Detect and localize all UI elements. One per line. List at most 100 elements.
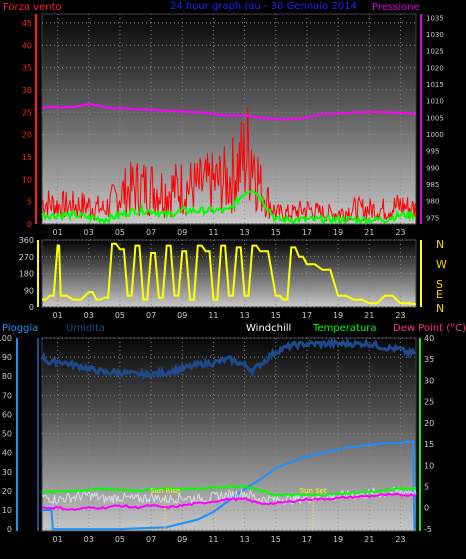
pressure-tick-label: 1035 — [426, 14, 444, 22]
compass-w: W — [436, 258, 447, 271]
x-tick-label: 13 — [239, 311, 249, 320]
rain-tick-label: 40 — [2, 449, 12, 458]
x-tick-label: 07 — [146, 535, 156, 544]
rain-tick-label: 0 — [7, 525, 12, 534]
temp-tick-label: 35 — [424, 355, 434, 364]
windchill-legend: Windchill — [246, 323, 291, 334]
wind-tick-label: 10 — [22, 175, 32, 184]
humidity-line — [40, 337, 416, 381]
x-tick-label: 23 — [395, 311, 405, 320]
compass-e: E — [436, 288, 443, 301]
x-tick-label: 13 — [239, 535, 249, 544]
x-tick-label: 07 — [146, 228, 156, 237]
x-tick-label: 17 — [302, 535, 312, 544]
x-tick-label: 03 — [84, 311, 94, 320]
pressure-axis-title: Pressione — [372, 2, 420, 13]
compass-s: S — [436, 278, 443, 291]
x-tick-label: 17 — [302, 228, 312, 237]
pressure-tick-label: 995 — [426, 148, 439, 156]
temp-tick-label: -5 — [424, 525, 432, 534]
wind-tick-label: 0 — [27, 220, 32, 229]
wind-gust-line — [41, 107, 417, 224]
x-tick-label: 01 — [52, 535, 62, 544]
x-tick-label: 07 — [146, 311, 156, 320]
wind-tick-label: 30 — [22, 86, 32, 95]
x-tick-label: 15 — [271, 535, 281, 544]
direction-tick-label: 90 — [24, 286, 34, 295]
wind-tick-label: 40 — [22, 41, 32, 50]
pressure-tick-label: 980 — [426, 198, 439, 206]
temp-tick-label: 25 — [424, 398, 434, 407]
x-tick-label: 11 — [208, 311, 218, 320]
x-tick-label: 01 — [52, 228, 62, 237]
plot-area-2 — [42, 338, 416, 531]
x-tick-label: 23 — [395, 228, 405, 237]
x-tick-label: 19 — [333, 311, 343, 320]
wind-axis-title: Forza vento — [3, 2, 62, 13]
pressure-line — [41, 103, 417, 121]
pressure-tick-label: 1015 — [426, 81, 444, 89]
x-tick-label: 13 — [239, 228, 249, 237]
x-tick-label: 03 — [84, 535, 94, 544]
pressure-tick-label: 1000 — [426, 131, 444, 139]
rain-tick-label: 30 — [2, 468, 12, 477]
wind-tick-label: 35 — [22, 64, 32, 73]
rain-axis-title: Pioggia — [2, 323, 38, 334]
direction-tick-label: 270 — [19, 253, 34, 262]
sun-rise-label: Sun Rise — [150, 487, 180, 495]
direction-tick-label: 360 — [19, 236, 34, 245]
temp-tick-label: 5 — [424, 482, 429, 491]
wind-tick-label: 20 — [22, 131, 32, 140]
rain-tick-label: 90 — [2, 353, 12, 362]
pressure-tick-label: 1005 — [426, 114, 444, 122]
direction-tick-label: 180 — [19, 270, 34, 279]
temperature-line — [41, 484, 417, 498]
x-tick-label: 19 — [333, 535, 343, 544]
x-tick-label: 19 — [333, 228, 343, 237]
x-tick-label: 09 — [177, 535, 187, 544]
rain-line — [42, 440, 416, 531]
humidity-legend: Umidita — [66, 323, 105, 334]
temperature-legend: Temperatura — [312, 323, 377, 334]
x-tick-label: 11 — [208, 535, 218, 544]
x-tick-label: 15 — [271, 311, 281, 320]
x-tick-label: 11 — [208, 228, 218, 237]
temp-tick-label: 40 — [424, 334, 434, 343]
pressure-tick-label: 1030 — [426, 31, 444, 39]
x-tick-label: 21 — [364, 311, 374, 320]
temp-tick-label: 30 — [424, 376, 434, 385]
temp-tick-label: 0 — [424, 504, 429, 513]
wind-average-line — [41, 189, 416, 226]
dew-point-legend: Dew Point (°C) — [393, 323, 466, 334]
temp-tick-label: 20 — [424, 419, 434, 428]
rain-tick-label: 70 — [2, 391, 12, 400]
pressure-tick-label: 990 — [426, 164, 439, 172]
temp-tick-label: 10 — [424, 461, 434, 470]
wind-tick-label: 15 — [22, 153, 32, 162]
graph-title: 24 hour graph (au - 30 Gennaio 2014 — [170, 1, 357, 12]
pressure-tick-label: 985 — [426, 181, 439, 189]
x-tick-label: 09 — [177, 311, 187, 320]
pressure-tick-label: 1025 — [426, 48, 444, 56]
x-tick-label: 09 — [177, 228, 187, 237]
wind-tick-label: 45 — [22, 19, 32, 28]
sun-set-label: Sun Set — [300, 487, 327, 495]
x-tick-label: 05 — [115, 311, 125, 320]
x-tick-label: 23 — [395, 535, 405, 544]
wind-tick-label: 5 — [27, 198, 32, 207]
x-tick-label: 05 — [115, 228, 125, 237]
plot-frame-0 — [41, 13, 417, 225]
rain-tick-label: 100 — [0, 334, 12, 343]
windchill-line — [41, 486, 417, 506]
x-tick-label: 01 — [52, 311, 62, 320]
temp-tick-label: 15 — [424, 440, 434, 449]
x-tick-label: 21 — [364, 535, 374, 544]
pressure-tick-label: 975 — [426, 214, 439, 222]
plot-frame-2 — [41, 337, 417, 532]
wind-direction-line — [42, 242, 417, 306]
pressure-tick-label: 1010 — [426, 98, 444, 106]
wind-tick-label: 25 — [22, 108, 32, 117]
rain-tick-label: 10 — [2, 506, 12, 515]
pressure-tick-label: 1020 — [426, 64, 444, 72]
